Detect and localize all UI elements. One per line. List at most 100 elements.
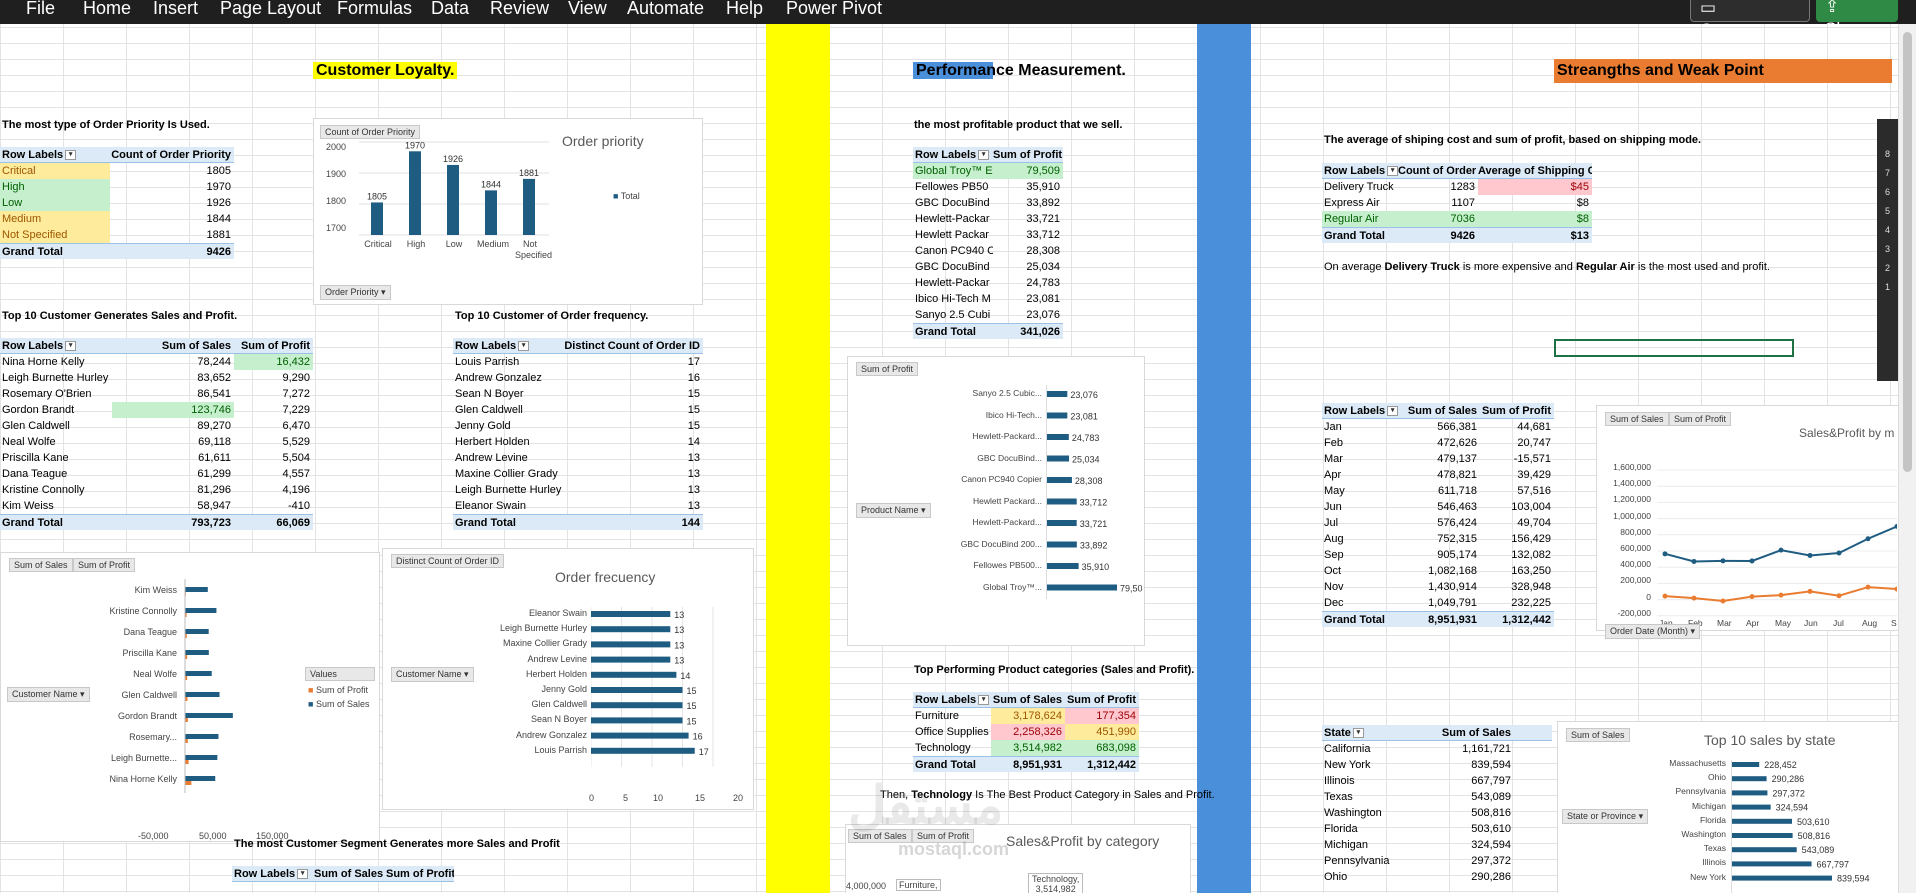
y-tick-label: Eleanor Swain <box>528 608 587 618</box>
bar <box>1047 520 1077 526</box>
row-label: Illinois <box>1324 775 1355 787</box>
menu-power-pivot[interactable]: Power Pivot <box>786 0 883 18</box>
y-tick-label: Jenny Gold <box>541 684 587 694</box>
data-point <box>1807 552 1813 558</box>
order-priority-chart[interactable]: Count of Order Priority Order priority 2… <box>313 118 703 305</box>
y-tick-label: Dana Teague <box>123 627 177 637</box>
monthly-line-chart[interactable]: Sum of Sales Sum of Profit Sales&Profit … <box>1596 405 1898 639</box>
chart-field-button[interactable]: Sum of Profit <box>856 362 919 376</box>
table-row: California 1,161,721 <box>1322 741 1552 757</box>
row-label: Eleanor Swain <box>455 500 526 512</box>
row-label: GBC DocuBind <box>915 261 990 273</box>
menu-help[interactable]: Help <box>726 0 764 18</box>
share-button[interactable]: ⇪ Share <box>1816 0 1898 38</box>
row-label: Canon PC940 C <box>915 245 993 257</box>
filter-dropdown-icon[interactable]: ▾ <box>297 869 309 880</box>
value-cell: 61,611 <box>198 452 231 464</box>
filter-dropdown-icon[interactable]: ▾ <box>1387 406 1398 417</box>
value-cell: 49,704 <box>1517 517 1551 529</box>
axis-field-button[interactable]: Product Name ▾ <box>856 503 931 518</box>
menu-insert[interactable]: Insert <box>153 0 199 18</box>
axis-field-button[interactable]: Order Date (Month) ▾ <box>1605 624 1701 639</box>
row-label: Aug <box>1324 533 1344 545</box>
states-chart[interactable]: Sum of Sales Top 10 sales by state State… <box>1557 721 1898 893</box>
table-row: Neal Wolfe 69,118 5,529 <box>0 434 313 450</box>
scrollbar-thumb[interactable] <box>1903 32 1912 472</box>
product-profit-chart[interactable]: Sum of Profit Product Name ▾ Sanyo 2.5 C… <box>847 356 1145 646</box>
data-label: 503,610 <box>1797 817 1830 827</box>
filter-dropdown-icon[interactable]: ▾ <box>978 150 990 161</box>
grand-total-cell: Grand Total <box>2 517 63 529</box>
y-tick-label: Neal Wolfe <box>133 669 177 679</box>
bar <box>371 202 383 235</box>
chart-field-button[interactable]: Sum of Sales <box>1566 728 1630 742</box>
row-label: Herbert Holden <box>455 436 530 448</box>
filter-dropdown-icon[interactable]: ▾ <box>978 695 990 706</box>
axis-field-button[interactable]: Customer Name ▾ <box>391 667 474 682</box>
chart-field-button[interactable]: Sum of Sales <box>848 829 912 843</box>
menu-review[interactable]: Review <box>490 0 550 18</box>
data-point <box>1662 551 1668 557</box>
y-tick-label: 600,000 <box>1620 543 1651 553</box>
chart-field-button[interactable]: Sum of Sales <box>1605 412 1669 426</box>
active-cell-selection[interactable] <box>1554 339 1794 357</box>
filter-dropdown-icon[interactable]: ▾ <box>65 150 77 161</box>
axis-field-button[interactable]: Customer Name ▾ <box>7 687 90 702</box>
order-frequency-chart[interactable]: Distinct Count of Order ID Order frecuen… <box>382 548 754 810</box>
header-cell: Row Labels ▾ <box>1322 403 1398 419</box>
table-row: Delivery Truck 1283 $45 <box>1322 179 1592 195</box>
chart-field-button[interactable]: Sum of Profit <box>912 829 975 843</box>
value-cell: 3,514,982 <box>991 740 1065 756</box>
data-label: 79,509 <box>1120 584 1142 594</box>
menu-automate[interactable]: Automate <box>627 0 705 18</box>
chart-field-button[interactable]: Count of Order Priority <box>320 125 421 139</box>
data-label: 14 <box>680 671 690 681</box>
y-tick-label: 1700 <box>326 223 347 233</box>
row-label: Texas <box>1324 791 1353 803</box>
chart-field-button[interactable]: Distinct Count of Order ID <box>391 554 505 568</box>
chart-field-button[interactable]: Sum of Profit <box>1669 412 1732 426</box>
menu-data[interactable]: Data <box>431 0 470 18</box>
axis-field-button[interactable]: Order Priority ▾ <box>320 285 391 300</box>
y-tick-label: Hewlett-Packard... <box>972 517 1042 527</box>
data-label: 23,081 <box>1070 412 1098 422</box>
filter-dropdown-icon[interactable]: ▾ <box>518 341 530 352</box>
menu-file[interactable]: File <box>26 0 56 18</box>
table-row: Jenny Gold 15 <box>453 418 703 434</box>
worksheet-grid[interactable]: Customer Loyalty. Performance Measuremen… <box>0 24 1898 893</box>
filter-dropdown-icon[interactable]: ▾ <box>65 341 77 352</box>
menu-page-layout[interactable]: Page Layout <box>220 0 322 18</box>
y-tick-label: Pennsylvania <box>1675 786 1726 797</box>
grand-total-row: Grand Total 793,723 66,069 <box>0 514 313 530</box>
axis-field-button[interactable]: State or Province ▾ <box>1562 809 1649 824</box>
data-label: 1926 <box>443 154 463 164</box>
menu-formulas[interactable]: Formulas <box>337 0 413 18</box>
chart-field-button[interactable]: Sum of Sales <box>9 558 73 572</box>
category-chart[interactable]: Sum of Sales Sum of Profit Sales&Profit … <box>845 824 1191 893</box>
legend-title: Values <box>305 667 375 681</box>
row-label: Not Specified <box>0 227 110 243</box>
chart-field-button[interactable]: Sum of Profit <box>73 558 136 572</box>
data-label: 324,594 <box>1776 803 1809 813</box>
side-number: 8 <box>1885 149 1891 159</box>
filter-dropdown-icon[interactable]: ▾ <box>1387 166 1398 177</box>
grand-total-row: Grand Total 9426 $13 <box>1322 227 1592 243</box>
states-pivot: State ▾ Sum of Sales California 1,161,721 New… <box>1322 725 1552 885</box>
filter-dropdown-icon[interactable]: ▾ <box>1352 728 1364 739</box>
row-label: Apr <box>1324 469 1342 481</box>
comments-button[interactable]: ▭ Comments <box>1690 0 1810 39</box>
side-panel-edge[interactable]: 8 7 6 5 4 3 2 1 <box>1877 119 1898 381</box>
customer-sales-profit-chart[interactable]: Sum of Sales Sum of Profit Customer Name… <box>0 552 380 842</box>
table-row: Global Troy™ Ex 79,509 <box>913 163 1063 179</box>
bar-profit <box>185 634 187 638</box>
value-cell: 576,424 <box>1437 517 1477 529</box>
menu-view[interactable]: View <box>568 0 607 18</box>
value-cell: 15 <box>687 388 700 400</box>
row-label: Fellowes PB50 <box>915 181 989 193</box>
row-label: Andrew Levine <box>455 452 528 464</box>
vertical-scrollbar[interactable] <box>1898 24 1916 893</box>
grand-total-row: Grand Total 341,026 <box>913 323 1063 339</box>
menu-home[interactable]: Home <box>83 0 132 18</box>
watermark-logo: مستقل <box>848 777 1004 835</box>
row-label: Jan <box>1324 421 1342 433</box>
